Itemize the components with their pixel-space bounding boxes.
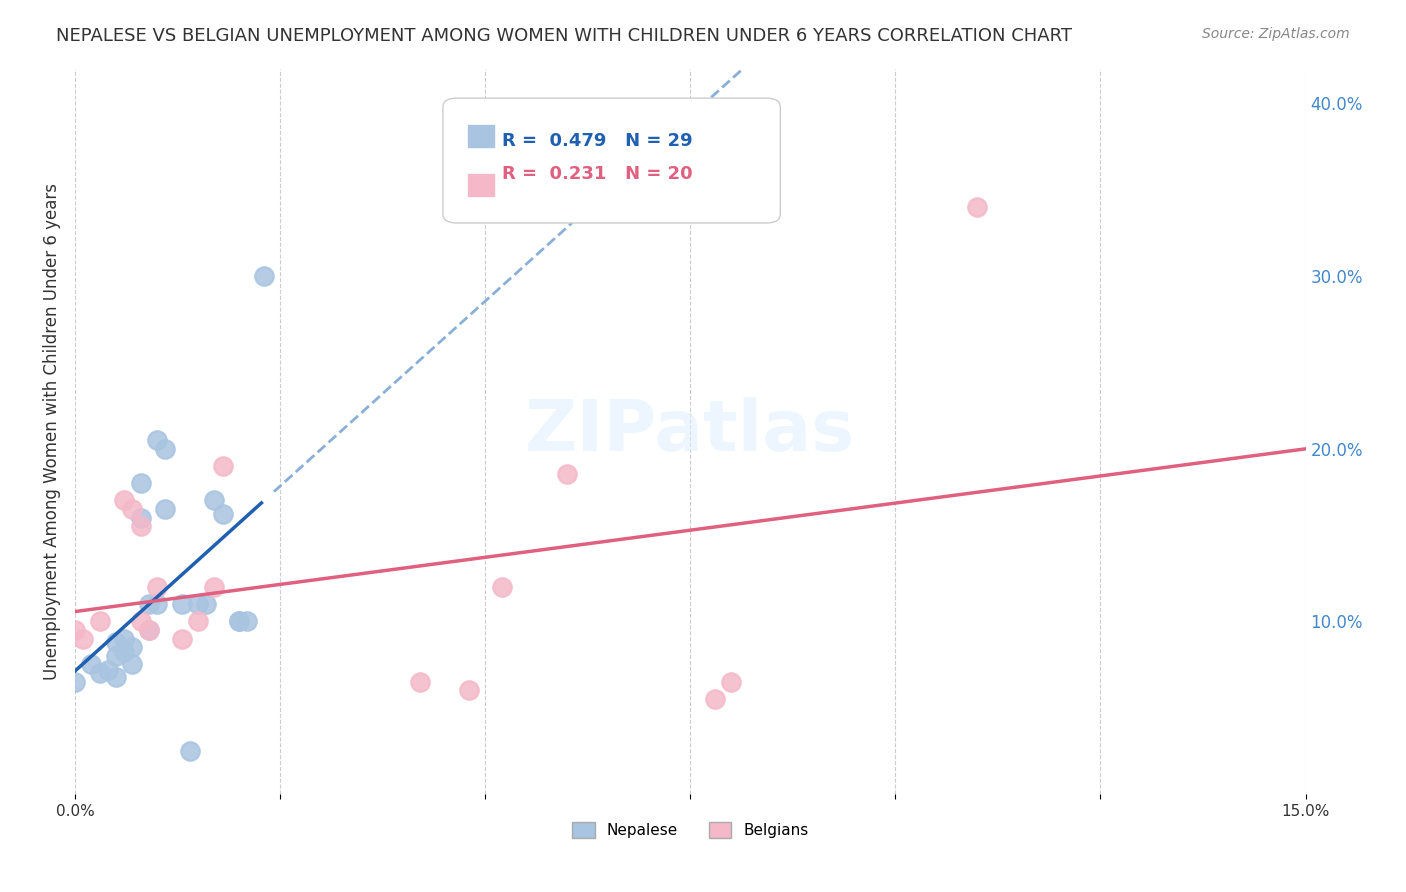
Point — [105, 635, 128, 649]
Point — [129, 519, 152, 533]
Point — [228, 614, 250, 628]
Point — [121, 502, 143, 516]
Text: Source: ZipAtlas.com: Source: ZipAtlas.com — [1202, 27, 1350, 41]
Point — [187, 614, 209, 628]
Point — [112, 645, 135, 659]
Point — [129, 614, 152, 628]
Point — [138, 623, 160, 637]
Point — [204, 493, 226, 508]
Point — [63, 623, 86, 637]
Point — [80, 657, 103, 672]
Point — [170, 632, 193, 646]
Point — [228, 614, 250, 628]
Point — [129, 476, 152, 491]
Point — [97, 663, 120, 677]
Point — [253, 268, 276, 283]
Point — [204, 580, 226, 594]
Point — [72, 632, 94, 646]
Point — [105, 669, 128, 683]
Point — [236, 614, 259, 628]
Point — [63, 674, 86, 689]
Point — [966, 200, 988, 214]
Point — [155, 502, 177, 516]
Point — [89, 666, 111, 681]
Point — [112, 632, 135, 646]
Point — [146, 597, 169, 611]
Point — [457, 683, 479, 698]
Point — [179, 744, 201, 758]
Y-axis label: Unemployment Among Women with Children Under 6 years: Unemployment Among Women with Children U… — [44, 183, 60, 680]
Point — [170, 597, 193, 611]
Point — [129, 510, 152, 524]
Point — [138, 623, 160, 637]
Point — [195, 597, 218, 611]
Point — [555, 467, 578, 482]
Point — [720, 674, 742, 689]
Point — [89, 614, 111, 628]
Point — [146, 580, 169, 594]
Text: NEPALESE VS BELGIAN UNEMPLOYMENT AMONG WOMEN WITH CHILDREN UNDER 6 YEARS CORRELA: NEPALESE VS BELGIAN UNEMPLOYMENT AMONG W… — [56, 27, 1073, 45]
Point — [703, 692, 725, 706]
Point — [121, 657, 143, 672]
Point — [146, 433, 169, 447]
Point — [112, 493, 135, 508]
Text: R =  0.479   N = 29: R = 0.479 N = 29 — [502, 132, 693, 150]
Point — [155, 442, 177, 456]
Point — [105, 648, 128, 663]
Point — [121, 640, 143, 655]
Text: ZIPatlas: ZIPatlas — [526, 397, 855, 466]
Point — [408, 674, 430, 689]
Point — [211, 507, 233, 521]
Point — [211, 458, 233, 473]
Legend: Nepalese, Belgians: Nepalese, Belgians — [565, 816, 815, 845]
Point — [138, 597, 160, 611]
Point — [187, 597, 209, 611]
Point — [491, 580, 513, 594]
Text: R =  0.231   N = 20: R = 0.231 N = 20 — [502, 165, 693, 183]
